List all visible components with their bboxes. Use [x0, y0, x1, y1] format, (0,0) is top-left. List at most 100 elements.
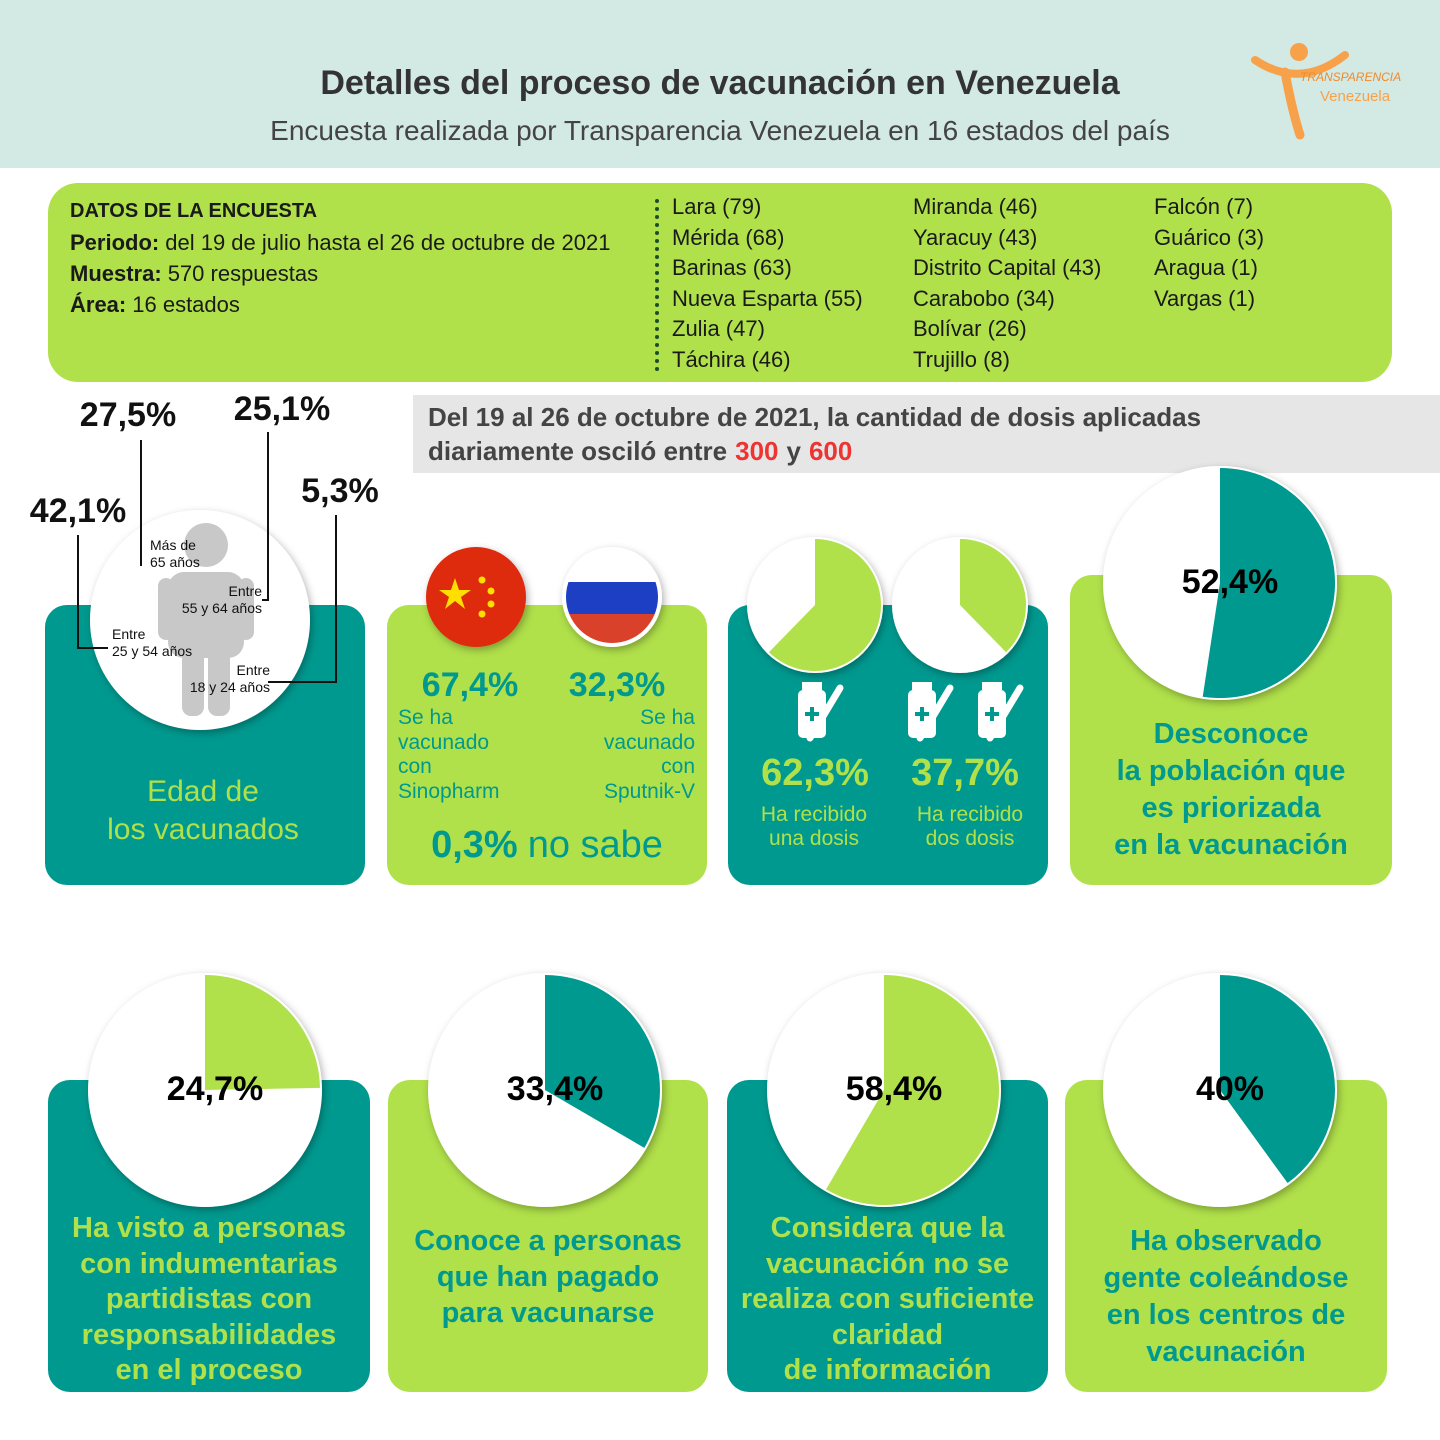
card-caption: los vacunados	[107, 813, 299, 846]
vial-cross	[915, 707, 929, 721]
person-arm	[238, 578, 254, 640]
logo-text: TRANSPARENCIA	[1300, 70, 1402, 84]
stat-percent: 40%	[1195, 1070, 1265, 1108]
header-band	[0, 0, 1440, 168]
person-arm	[158, 578, 174, 640]
card-caption: Edad de	[147, 775, 259, 808]
card-caption: con indumentarias	[80, 1247, 338, 1280]
leader-line	[262, 432, 269, 601]
logo-arc	[1251, 51, 1349, 78]
card-caption: realiza con suficiente	[740, 1283, 1035, 1315]
age-label: Entre	[236, 662, 270, 678]
stat-percent: 58,4%	[845, 1070, 943, 1108]
state: Trujillo (8)	[913, 346, 1010, 372]
vaccine-caption: Se ha	[398, 706, 453, 729]
flag-star	[487, 587, 495, 595]
title: Detalles del proceso de vacunación en Ve…	[320, 64, 1120, 102]
flag-star	[478, 576, 486, 584]
card-caption: claridad	[831, 1318, 944, 1351]
stat-percent: 24,7%	[166, 1070, 264, 1108]
card-caption: para vacunarse	[441, 1297, 655, 1329]
age-label: 65 años	[150, 554, 200, 570]
person-head	[184, 523, 228, 567]
note-high: 600	[808, 436, 853, 466]
vaccine-percent: 32,3%	[568, 666, 666, 704]
syringe	[806, 684, 844, 742]
field-label: Periodo:	[70, 230, 160, 255]
vial-cross	[805, 707, 819, 721]
pie-wedge	[1202, 468, 1336, 698]
stat-percent: 52,4%	[1181, 563, 1279, 601]
stat-percent: 33,4%	[506, 1070, 604, 1108]
age-label: 18 y 24 años	[189, 679, 270, 695]
leader-line	[77, 535, 108, 649]
dose-caption: Ha recibido	[760, 803, 868, 826]
unknown-text: no sabe	[527, 824, 663, 866]
state: Yaracuy (43)	[913, 224, 1038, 250]
card-caption: partidistas con	[105, 1283, 313, 1315]
flag-star	[478, 610, 486, 618]
state: Lara (79)	[672, 194, 762, 219]
pie-wedge	[545, 975, 661, 1148]
card	[728, 605, 1048, 885]
state: Mérida (68)	[672, 224, 785, 250]
state: Miranda (46)	[913, 194, 1038, 219]
vaccine-caption: Se ha	[640, 706, 695, 729]
card-caption: vacunación	[1146, 1336, 1306, 1368]
unknown-percent: 0,3%	[431, 824, 518, 866]
card-caption: Ha observado	[1130, 1225, 1322, 1257]
survey-field: Área: 16 estados	[70, 292, 240, 317]
syringe	[986, 684, 1024, 742]
field-value: del 19 de julio hasta el 26 de octubre d…	[165, 230, 611, 255]
state: Guárico (3)	[1154, 224, 1265, 250]
flag-stripe	[566, 582, 658, 614]
state: Bolívar (26)	[913, 316, 1027, 341]
state: Barinas (63)	[672, 255, 792, 280]
vaccine-caption: Sputnik-V	[603, 779, 695, 803]
vaccine-caption: vacunado	[398, 730, 490, 754]
subtitle: Encuesta realizada por Transparencia Ven…	[270, 115, 1170, 146]
survey-field: Periodo: del 19 de julio hasta el 26 de o…	[70, 230, 610, 255]
survey-heading: DATOS DE LA ENCUESTA	[70, 200, 318, 222]
card-caption: que han pagado	[436, 1261, 660, 1293]
dose-caption: dos dosis	[925, 827, 1015, 850]
card-caption: Ha visto a personas	[72, 1212, 346, 1244]
field-value: 16 estados	[132, 292, 240, 317]
vial-cap	[982, 682, 1002, 690]
syringe	[916, 684, 954, 742]
card	[387, 605, 707, 885]
card-caption: de información	[783, 1354, 992, 1386]
vaccine-percent: 67,4%	[421, 666, 519, 704]
logo-body	[1280, 67, 1305, 140]
card-caption: Desconoce	[1153, 718, 1309, 750]
state: Zulia (47)	[672, 316, 765, 341]
vial-cap	[912, 682, 932, 690]
pie-wedge	[960, 539, 1026, 653]
note-low: 300	[735, 436, 779, 466]
note-text: diariamente osciló entre 300 y 600	[428, 436, 853, 467]
person-body	[168, 572, 244, 658]
state: Falcón (7)	[1154, 194, 1254, 219]
age-label: 55 y 64 años	[181, 600, 262, 616]
card-caption: gente coleándose	[1103, 1262, 1349, 1294]
pie-wedge	[768, 539, 882, 671]
dose-percent: 37,7%	[911, 752, 1019, 794]
card-caption: vacunación no se	[765, 1247, 1010, 1280]
survey-field: Muestra: 570 respuestas	[70, 261, 318, 286]
state: Carabobo (34)	[913, 285, 1055, 311]
card-caption: en los centros de	[1106, 1299, 1346, 1331]
age-percent: 25,1%	[233, 390, 331, 428]
person-leg	[208, 640, 230, 716]
age-label: Más de	[150, 537, 196, 553]
vial-cross	[985, 707, 999, 721]
leader-line	[268, 515, 337, 683]
flag-star	[439, 578, 471, 609]
survey-box	[48, 183, 1392, 382]
card-caption: es priorizada	[1141, 792, 1321, 824]
age-percent: 42,1%	[29, 492, 127, 530]
state: Distrito Capital (43)	[913, 255, 1102, 280]
person-leg	[182, 640, 204, 716]
field-value: 570 respuestas	[167, 261, 319, 286]
